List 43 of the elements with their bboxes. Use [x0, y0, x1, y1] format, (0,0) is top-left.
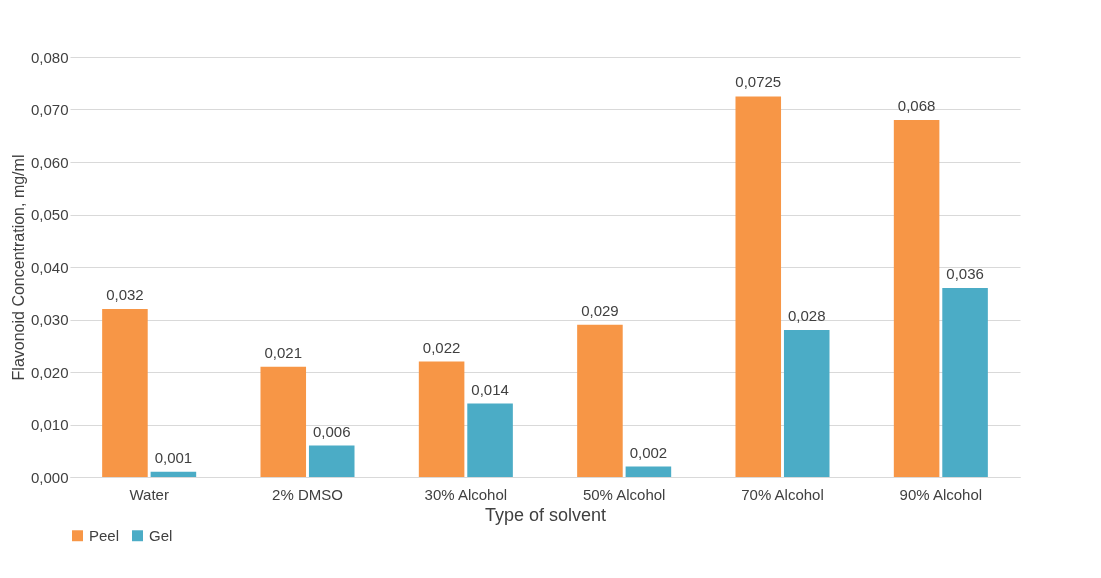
x-tick-label: 2% DMSO	[272, 485, 343, 503]
data-label: 0,021	[264, 343, 303, 361]
data-label: 0,022	[422, 338, 461, 356]
bar	[783, 330, 830, 477]
y-tick-label: 0,050	[30, 206, 69, 223]
legend-label: Gel	[149, 526, 173, 544]
x-tick-label: 30% Alcohol	[424, 485, 508, 503]
data-label: 0,032	[106, 286, 144, 303]
bar	[942, 288, 988, 477]
bar	[893, 120, 940, 477]
data-label: 0,002	[629, 443, 668, 461]
data-label: 0,006	[312, 422, 351, 440]
data-label: 0,0725	[735, 73, 782, 91]
y-tick-label: 0,070	[30, 101, 69, 118]
x-tick-label: 90% Alcohol	[899, 485, 983, 503]
data-label: 0,001	[154, 448, 193, 466]
bar	[625, 466, 672, 477]
y-tick-label: 0,040	[30, 258, 69, 276]
y-tick-label: 0,080	[30, 48, 69, 66]
y-axis-title: Flavonoid Concentration, mg/ml	[9, 154, 27, 381]
bar	[577, 324, 623, 477]
data-label: 0,029	[581, 301, 619, 319]
data-label: 0,036	[946, 265, 984, 282]
bar	[150, 471, 197, 477]
x-tick-label: Water	[129, 485, 169, 503]
x-tick-label: 50% Alcohol	[582, 485, 666, 503]
bar	[260, 366, 307, 477]
bar	[102, 309, 148, 477]
y-tick-label: 0,060	[30, 153, 69, 171]
bar	[418, 361, 465, 477]
y-tick-label: 0,020	[30, 363, 69, 381]
data-label: 0,068	[897, 97, 936, 114]
bar	[735, 96, 782, 477]
x-tick-label: 70% Alcohol	[741, 485, 824, 503]
data-label: 0,028	[787, 307, 826, 324]
y-tick-label: 0,000	[30, 468, 69, 486]
legend-label: Peel	[89, 526, 120, 544]
bar	[308, 445, 355, 477]
bar	[467, 403, 513, 477]
y-tick-label: 0,030	[30, 311, 69, 328]
y-tick-label: 0,010	[30, 416, 69, 433]
x-axis-title: Type of solvent	[484, 504, 607, 525]
data-label: 0,014	[471, 380, 509, 398]
